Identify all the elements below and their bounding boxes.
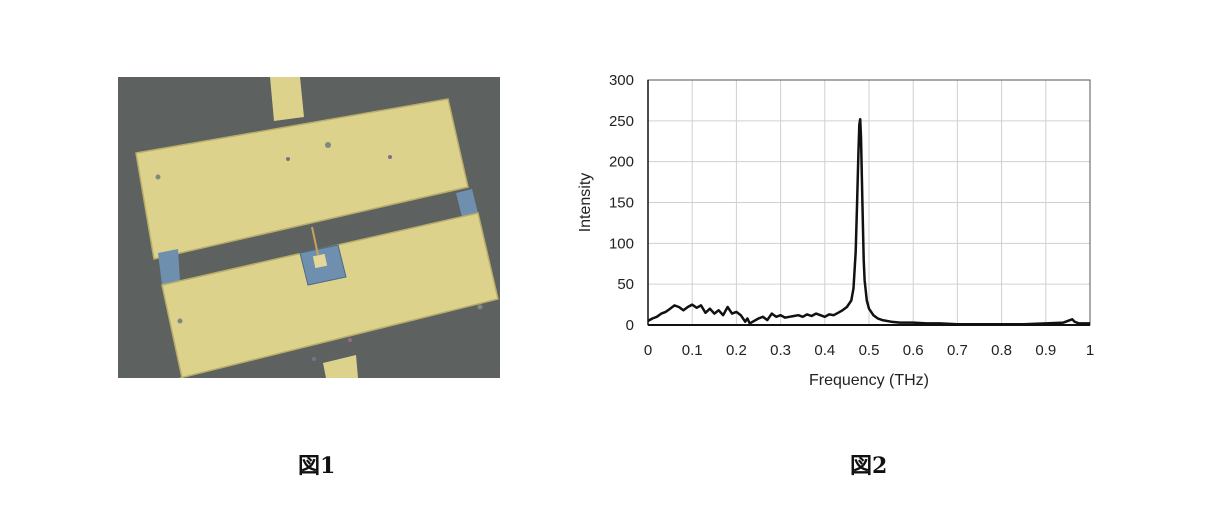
x-tick-label: 0.8 — [991, 342, 1012, 359]
y-tick-label: 200 — [609, 154, 634, 171]
top-lead — [270, 77, 304, 121]
spectrum-chart: 0 0.1 0.2 0.3 0.4 0.5 0.6 0.7 0.8 0.9 1 0 50 100 150 2… — [577, 72, 1094, 389]
speck — [325, 142, 331, 148]
y-tick-label: 150 — [609, 195, 634, 212]
intensity-line — [647, 117, 1090, 326]
x-tick-label: 0.5 — [859, 342, 880, 359]
speck — [477, 304, 483, 310]
y-tick-label: 0 — [626, 317, 634, 334]
speck — [312, 357, 316, 361]
center-pad — [312, 253, 328, 269]
speck — [155, 174, 161, 180]
top-pad — [135, 98, 469, 260]
gap-right — [456, 189, 478, 217]
x-tick-label: 0.2 — [726, 342, 747, 359]
bottom-lead — [323, 355, 358, 378]
chart-grid — [647, 79, 1091, 326]
x-tick-label: 1 — [1086, 342, 1094, 359]
x-tick-label: 0.3 — [770, 342, 791, 359]
speck — [388, 155, 392, 159]
x-tick-label: 0.1 — [682, 342, 703, 359]
feed-line — [311, 226, 319, 256]
gap-left — [158, 249, 180, 285]
x-tick-labels: 0 0.1 0.2 0.3 0.4 0.5 0.6 0.7 0.8 0.9 1 — [644, 342, 1094, 359]
x-axis-title: Frequency (THz) — [809, 372, 929, 389]
x-tick-label: 0 — [644, 342, 652, 359]
speck — [177, 318, 183, 324]
figure-1-caption: 図1 — [298, 453, 336, 479]
x-tick-label: 0.9 — [1035, 342, 1056, 359]
microscope-photo — [118, 77, 500, 378]
y-tick-label: 100 — [609, 235, 634, 252]
figure-2-caption: 図2 — [850, 453, 888, 479]
y-axis-title: Intensity — [577, 173, 594, 233]
x-tick-label: 0.6 — [903, 342, 924, 359]
y-tick-labels: 0 50 100 150 200 250 300 — [609, 72, 634, 334]
speck — [286, 157, 290, 161]
y-tick-label: 300 — [609, 72, 634, 89]
x-tick-label: 0.4 — [814, 342, 835, 359]
y-tick-label: 50 — [617, 276, 634, 293]
bottom-pad — [161, 212, 499, 378]
speck — [348, 338, 352, 342]
y-tick-label: 250 — [609, 113, 634, 130]
x-tick-label: 0.7 — [947, 342, 968, 359]
